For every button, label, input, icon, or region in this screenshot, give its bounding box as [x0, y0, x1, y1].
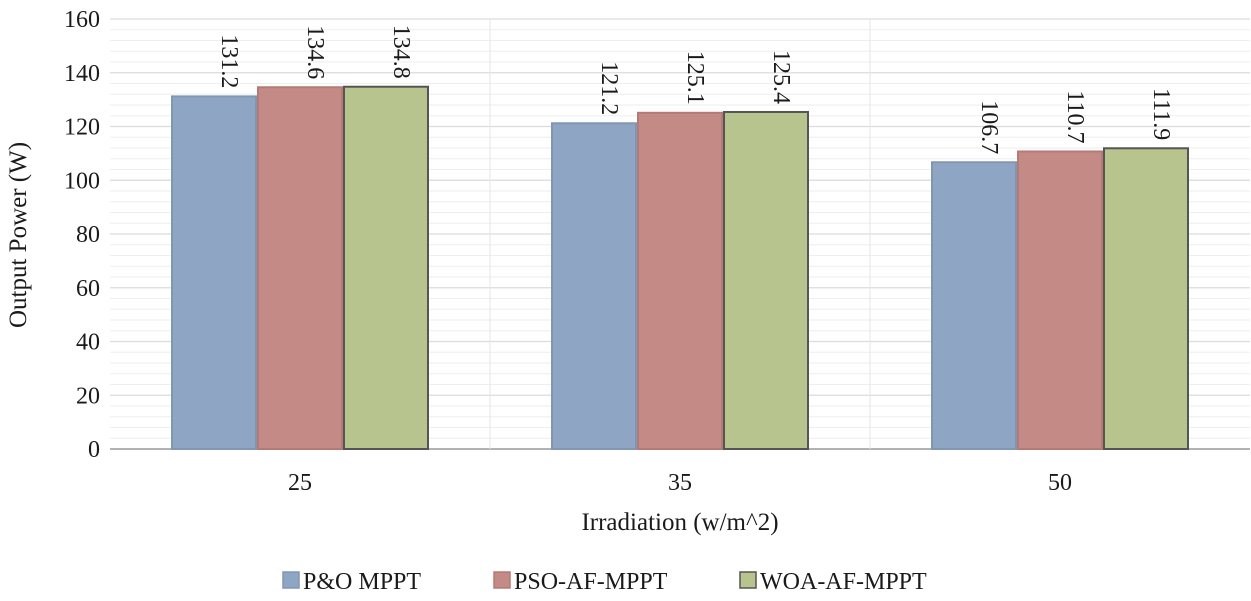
data-label: 106.7 — [976, 100, 1002, 154]
legend-swatch — [739, 571, 757, 589]
data-label: 134.6 — [302, 25, 328, 79]
bar — [637, 111, 723, 450]
y-tick-label: 100 — [64, 168, 100, 194]
x-tick-label: 25 — [288, 470, 312, 496]
bar — [723, 110, 809, 451]
data-label: 134.8 — [388, 25, 414, 79]
y-axis-title: Output Power (W) — [5, 142, 32, 328]
x-tick-label: 35 — [668, 470, 692, 496]
data-label: 125.1 — [682, 51, 708, 105]
data-label: 125.4 — [768, 50, 794, 104]
legend-swatch — [282, 571, 300, 589]
bars-layer — [171, 85, 1189, 451]
legend-label: P&O MPPT — [303, 569, 421, 595]
y-tick-label: 40 — [76, 330, 100, 356]
bar — [1103, 147, 1189, 451]
legend-swatch — [493, 571, 511, 589]
y-tick-label: 60 — [76, 276, 100, 302]
legend: P&O MPPT PSO-AF-MPPT WOA-AF-MPPT — [282, 569, 927, 595]
y-tick-label: 0 — [88, 437, 100, 463]
bar — [257, 86, 343, 450]
data-label: 121.2 — [596, 61, 622, 115]
y-tick-label: 140 — [64, 61, 100, 87]
bar — [171, 95, 257, 451]
bar — [343, 85, 429, 450]
data-label: 111.9 — [1148, 88, 1174, 140]
y-tick-label: 20 — [76, 383, 100, 409]
x-tick-label: 50 — [1048, 470, 1072, 496]
y-tick-label: 120 — [64, 115, 100, 141]
data-label: 131.2 — [216, 34, 242, 88]
bar — [931, 161, 1017, 450]
bar — [551, 122, 637, 451]
legend-label: PSO-AF-MPPT — [514, 569, 668, 595]
y-tick-label: 160 — [64, 7, 100, 33]
axes-layer: 0 20 40 60 80 100 120 140 160 25 35 50 — [64, 7, 1072, 496]
legend-label: WOA-AF-MPPT — [760, 569, 927, 595]
bar — [1017, 150, 1103, 450]
data-labels-layer: 131.2 134.6 134.8 121.2 125.1 125.4 106.7 110.7… — [216, 25, 1174, 155]
data-label: 110.7 — [1062, 90, 1088, 143]
x-axis-title: Irradiation (w/m^2) — [581, 509, 778, 536]
y-tick-label: 80 — [76, 222, 100, 248]
